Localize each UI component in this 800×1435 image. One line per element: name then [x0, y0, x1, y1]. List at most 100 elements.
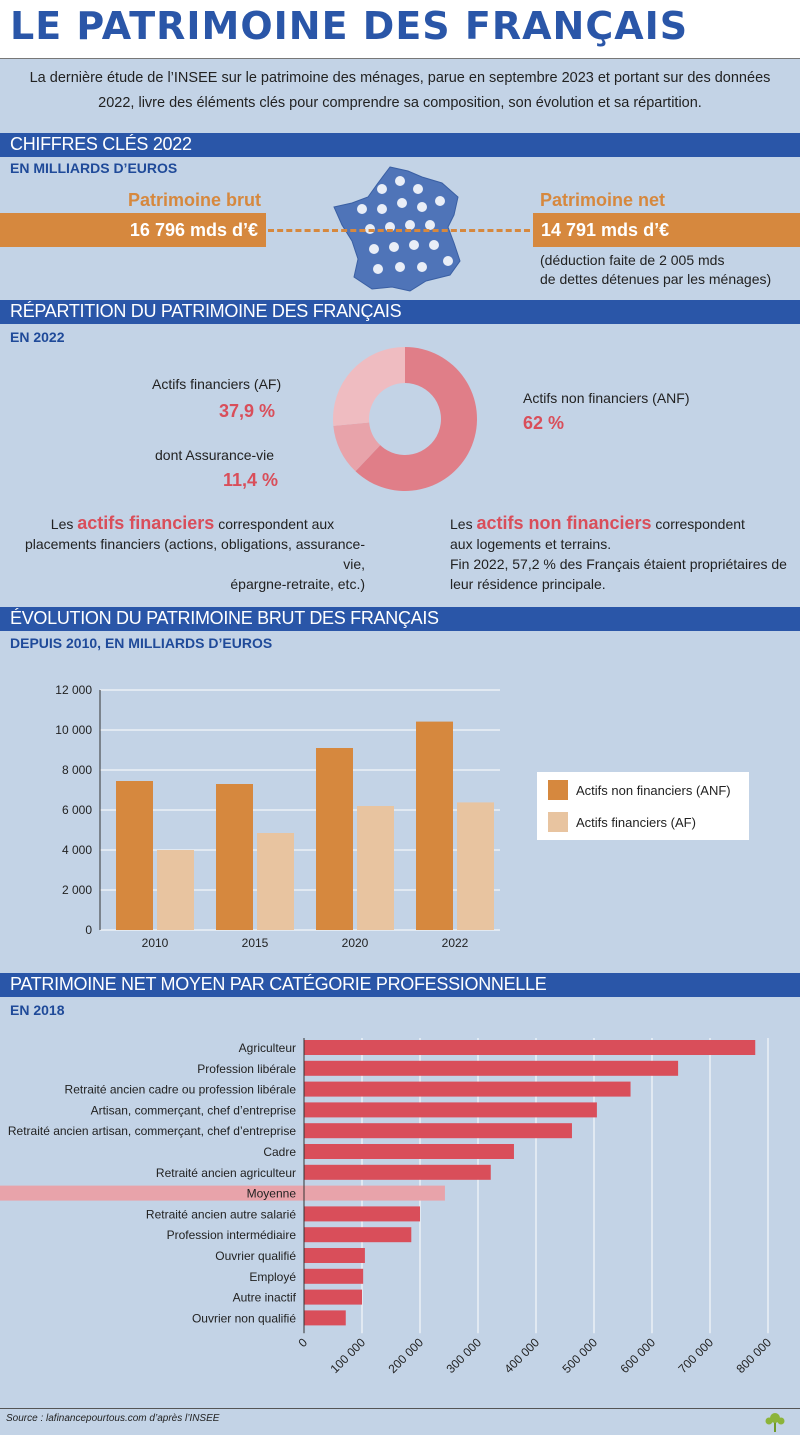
category-label: Retraité ancien agriculteur [156, 1166, 296, 1180]
anf-label: Actifs non financiers (ANF) [523, 390, 690, 406]
x-tick-label: 2020 [342, 936, 369, 950]
evolution-title: ÉVOLUTION DU PATRIMOINE BRUT DES FRANÇAI… [10, 608, 439, 628]
net-wealth-value: 14 791 mds d’€ [541, 220, 670, 240]
footer-divider [0, 1408, 800, 1409]
distribution-bar: RÉPARTITION DU PATRIMOINE DES FRANÇAIS [0, 300, 800, 324]
key-figures-bar: CHIFFRES CLÉS 2022 [0, 133, 800, 157]
category-label: Retraité ancien autre salarié [146, 1207, 296, 1221]
x-tick-label: 500 000 [560, 1335, 601, 1376]
profession-title: PATRIMOINE NET MOYEN PAR CATÉGORIE PROFE… [10, 974, 547, 994]
av-value: 11,4 % [223, 470, 279, 490]
evolution-subtitle: DEPUIS 2010, EN MILLIARDS D’EUROS [10, 635, 273, 651]
key-figures-subtitle: EN MILLIARDS D’EUROS [10, 160, 178, 176]
bar [304, 1060, 679, 1076]
x-tick-label: 800 000 [734, 1335, 775, 1376]
category-label: Retraité ancien cadre ou profession libé… [65, 1083, 297, 1097]
y-tick-label: 12 000 [55, 683, 92, 697]
y-tick-label: 6 000 [62, 803, 92, 817]
y-tick-label: 2 000 [62, 883, 92, 897]
bar [304, 1164, 491, 1180]
x-tick-label: 300 000 [444, 1335, 485, 1376]
y-tick-label: 8 000 [62, 763, 92, 777]
source-text: Source : lafinancepourtous.com d’après l… [6, 1413, 220, 1424]
x-tick-label: 100 000 [328, 1335, 369, 1376]
profession-bar-chart: 0 100 000 200 000 300 000 400 000 500 000 600 … [0, 1038, 775, 1376]
av-label: dont Assurance-vie [155, 447, 275, 463]
legend-label: Actifs financiers (AF) [576, 815, 696, 830]
y-tick-label: 4 000 [62, 843, 92, 857]
anf-desc-line3: Fin 2022, 57,2 % des Français étaient pr… [450, 556, 787, 572]
distribution-title: RÉPARTITION DU PATRIMOINE DES FRANÇAIS [10, 301, 402, 321]
x-tick-label: 0 [295, 1335, 310, 1350]
anf-desc-highlight: actifs non financiers [476, 513, 652, 533]
category-label: Agriculteur [239, 1041, 296, 1055]
af-desc-pre: Les [50, 516, 78, 532]
gross-wealth-box: 16 796 mds d’€ [0, 213, 266, 247]
category-label: Profession libérale [197, 1062, 296, 1076]
highlight-row-band [0, 1185, 304, 1201]
y-tick-label: 0 [85, 923, 92, 937]
title-bar [0, 0, 800, 58]
page-title: LE PATRIMOINE DES FRANÇAIS [10, 4, 689, 48]
af-value: 37,9 % [219, 401, 276, 421]
gross-wealth-label: Patrimoine brut [128, 190, 262, 210]
legend-label: Actifs non financiers (ANF) [576, 783, 731, 798]
bar [304, 1268, 364, 1284]
anf-value: 62 % [523, 413, 565, 433]
net-wealth-label: Patrimoine net [540, 190, 666, 210]
bar [304, 1144, 514, 1159]
profession-bar: PATRIMOINE NET MOYEN PAR CATÉGORIE PROFE… [0, 973, 800, 997]
bar [357, 806, 394, 930]
connector-dashed-line [268, 229, 530, 232]
bar [304, 1040, 756, 1055]
evolution-bar-chart: 0 2 000 4 000 6 000 8 000 10 000 12 000 2010 201… [55, 683, 749, 950]
af-description: Les actifs financiers correspondent aux … [10, 513, 365, 594]
bar [416, 721, 453, 930]
intro-text: La dernière étude de l’INSEE sur le patr… [29, 70, 771, 111]
title-divider [0, 58, 800, 59]
bar [304, 1206, 420, 1222]
distribution-subtitle: EN 2022 [10, 329, 65, 345]
legend-box [537, 772, 749, 840]
anf-desc-line2: aux logements et terrains. [450, 536, 612, 552]
bar [304, 1227, 412, 1243]
bar [304, 1185, 445, 1201]
af-desc-highlight: actifs financiers [77, 513, 215, 533]
anf-description: Les actifs non financiers correspondent … [450, 513, 795, 594]
category-label: Retraité ancien artisan, commerçant, che… [8, 1124, 296, 1138]
donut-slice [333, 422, 381, 472]
bar [304, 1289, 362, 1305]
net-note-line1: (déduction faite de 2 005 mds [540, 252, 725, 268]
bar [316, 748, 353, 930]
bar [304, 1310, 346, 1326]
bar [216, 784, 253, 930]
donut-slice [333, 347, 405, 426]
bar [304, 1123, 572, 1139]
x-tick-label: 600 000 [618, 1335, 659, 1376]
anf-desc-post: correspondent [651, 516, 745, 532]
x-tick-label: 400 000 [502, 1335, 543, 1376]
x-tick-label: 700 000 [676, 1335, 717, 1376]
category-label: Moyenne [247, 1187, 297, 1201]
bar [304, 1102, 597, 1118]
legend-swatch [548, 812, 568, 832]
bar [157, 850, 194, 930]
y-tick-label: 10 000 [55, 723, 92, 737]
af-desc-line2: placements financiers (actions, obligati… [24, 536, 365, 572]
bar [116, 781, 153, 930]
net-note-line2: de dettes détenues par les ménages) [540, 271, 772, 287]
x-tick-label: 200 000 [386, 1335, 427, 1376]
key-figures-title: CHIFFRES CLÉS 2022 [10, 134, 192, 154]
bar [304, 1081, 631, 1097]
x-tick-label: 2022 [442, 936, 469, 950]
bar [257, 833, 294, 930]
category-label: Autre inactif [233, 1291, 297, 1305]
donut-slice [355, 347, 477, 491]
af-desc-post: correspondent aux [214, 516, 335, 532]
category-label: Employé [249, 1270, 296, 1284]
donut-chart [333, 347, 477, 491]
anf-desc-pre: Les [450, 516, 477, 532]
category-label: Cadre [263, 1145, 296, 1159]
af-label: Actifs financiers (AF) [152, 376, 282, 392]
category-label: Artisan, commerçant, chef d’entreprise [91, 1103, 297, 1117]
